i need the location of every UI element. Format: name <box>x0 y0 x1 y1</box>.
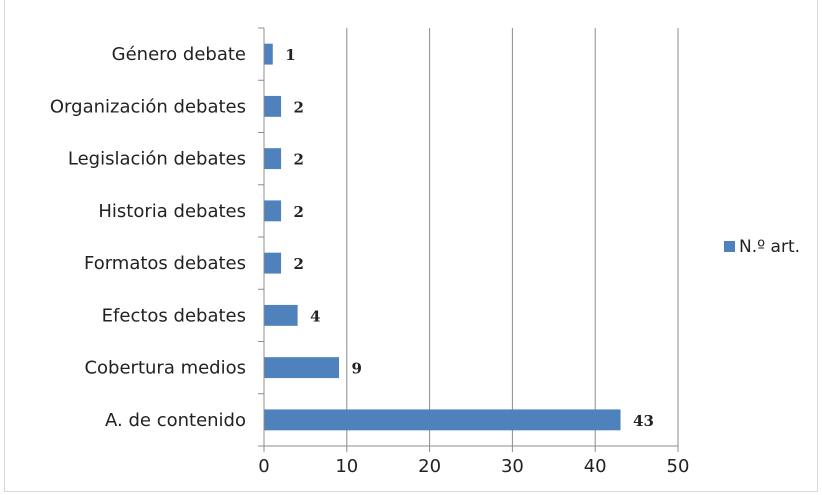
bar <box>264 200 282 222</box>
data-label: 4 <box>310 307 320 325</box>
x-tick-label: 10 <box>335 456 358 477</box>
category-label: Historia debates <box>98 201 246 222</box>
bar <box>264 409 621 431</box>
x-tick-label: 20 <box>418 456 441 477</box>
category-labels: Género debate Organización debates Legisla… <box>50 44 246 431</box>
data-label: 2 <box>294 151 304 169</box>
x-tick-label: 40 <box>584 456 607 477</box>
legend: N.º art. <box>724 237 800 257</box>
bar <box>264 304 298 326</box>
category-label: Género debate <box>112 44 246 65</box>
axes <box>258 27 679 452</box>
bar <box>264 357 340 379</box>
legend-label: N.º art. <box>739 237 800 257</box>
bar <box>264 43 273 65</box>
category-label: A. de contenido <box>105 410 246 431</box>
data-label: 2 <box>294 98 304 116</box>
bar <box>264 95 282 117</box>
gridlines <box>346 28 679 446</box>
bar <box>264 148 282 170</box>
bar <box>264 252 282 274</box>
data-label: 2 <box>294 203 304 221</box>
x-tick-labels: 0 10 20 30 40 50 <box>258 456 689 477</box>
x-tick-label: 50 <box>667 456 690 477</box>
data-label: 43 <box>633 412 654 430</box>
category-label: Legislación debates <box>68 149 246 170</box>
data-label: 9 <box>352 360 362 378</box>
category-label: Cobertura medios <box>84 358 246 379</box>
legend-swatch <box>724 241 735 252</box>
data-label: 1 <box>285 46 295 64</box>
bars <box>264 43 621 431</box>
category-label: Organización debates <box>50 96 246 117</box>
category-label: Formatos debates <box>84 253 246 274</box>
x-tick-label: 0 <box>258 456 269 477</box>
category-label: Efectos debates <box>102 305 246 326</box>
x-tick-label: 30 <box>501 456 524 477</box>
data-label: 2 <box>294 255 304 273</box>
data-labels: 1 2 2 2 2 4 9 43 <box>285 46 654 430</box>
